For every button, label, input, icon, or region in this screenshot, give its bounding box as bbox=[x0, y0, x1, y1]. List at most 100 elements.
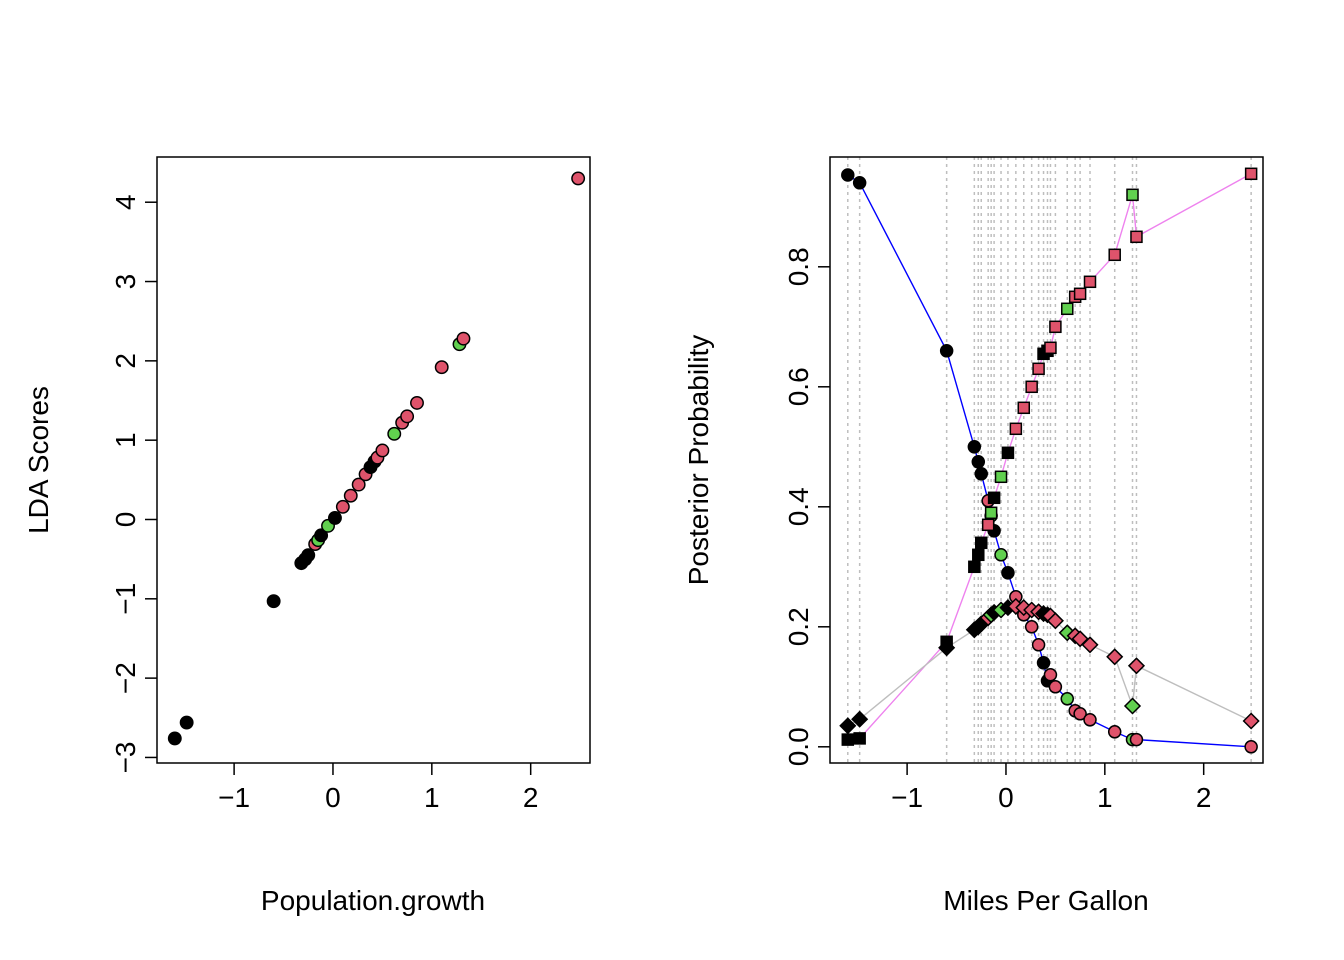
posterior-point-circle bbox=[1024, 620, 1039, 634]
posterior-point-square bbox=[1126, 188, 1139, 202]
posterior-point-square bbox=[1032, 362, 1045, 376]
lda-point bbox=[343, 488, 358, 503]
left-x-tick-label: 1 bbox=[424, 782, 440, 813]
posterior-point-circle bbox=[1129, 732, 1144, 747]
lda-point bbox=[410, 395, 424, 410]
posterior-point-diamond bbox=[1127, 657, 1146, 675]
left-x-tick-label: −1 bbox=[218, 782, 250, 813]
posterior-point-circle bbox=[1048, 680, 1063, 694]
posterior-point-square bbox=[987, 491, 1001, 505]
lda-point bbox=[456, 331, 471, 346]
posterior-point-square bbox=[1025, 380, 1038, 394]
right-x-tick-label: 1 bbox=[1097, 782, 1113, 813]
right-x-tick-label: 0 bbox=[998, 782, 1014, 813]
right-x-axis: −1 0 1 2 bbox=[891, 763, 1211, 813]
posterior-point-square bbox=[1001, 446, 1015, 460]
posterior-point-circle bbox=[1001, 566, 1015, 580]
posterior-point-square bbox=[1049, 320, 1062, 334]
lda-point bbox=[301, 548, 316, 563]
lda-point bbox=[387, 426, 402, 441]
lda-point bbox=[314, 528, 329, 543]
left-x-axis-title: Population.growth bbox=[261, 885, 485, 916]
posterior-point-circle bbox=[967, 440, 982, 454]
left-y-tick-label: −3 bbox=[110, 741, 141, 773]
posterior-point-circle bbox=[971, 455, 986, 469]
right-x-axis-title: Miles Per Gallon bbox=[943, 885, 1148, 916]
lda-points-layer bbox=[167, 171, 586, 746]
posterior-point-square bbox=[841, 733, 855, 746]
lda-point bbox=[179, 715, 194, 730]
left-x-tick-label: 2 bbox=[523, 782, 539, 813]
right-y-tick-label: 0.6 bbox=[783, 367, 814, 406]
left-y-tick-label: 4 bbox=[110, 194, 141, 210]
left-y-tick-label: 2 bbox=[110, 353, 141, 369]
lda-point bbox=[167, 731, 182, 746]
left-y-tick-label: 1 bbox=[110, 432, 141, 448]
right-y-tick-label: 0.2 bbox=[783, 607, 814, 646]
posterior-point-diamond bbox=[839, 717, 857, 735]
posterior-point-circle bbox=[1107, 725, 1122, 739]
right-x-tick-label: −1 bbox=[891, 782, 923, 813]
left-y-axis-title: LDA Scores bbox=[23, 386, 54, 534]
observation-vlines bbox=[847, 157, 1252, 763]
posterior-point-square bbox=[968, 560, 981, 574]
posterior-probability-panel: −1 0 1 2 0.0 0.2 0.4 0.6 0.8 Miles Per Gallon P… bbox=[683, 156, 1264, 916]
lda-point bbox=[351, 477, 366, 492]
right-x-tick-label: 2 bbox=[1196, 782, 1212, 813]
posterior-point-square bbox=[1009, 422, 1023, 436]
posterior-point-circle bbox=[1036, 656, 1051, 670]
posterior-point-diamond bbox=[938, 639, 956, 657]
left-y-tick-label: 0 bbox=[110, 512, 141, 528]
left-x-axis: −1 0 1 2 bbox=[218, 763, 538, 813]
right-y-tick-label: 0.8 bbox=[783, 247, 814, 286]
left-y-axis: −3 −2 −1 0 1 2 3 4 bbox=[110, 194, 157, 773]
posterior-point-diamond bbox=[1046, 612, 1064, 630]
right-y-axis: 0.0 0.2 0.4 0.6 0.8 bbox=[783, 247, 830, 766]
posterior-point-square bbox=[1073, 287, 1087, 301]
lda-point bbox=[266, 594, 281, 609]
posterior-point-circle bbox=[852, 176, 867, 190]
posterior-point-diamond bbox=[1242, 712, 1260, 730]
left-y-tick-label: −2 bbox=[110, 662, 141, 694]
posterior-point-circle bbox=[1073, 707, 1087, 721]
lda-point bbox=[400, 409, 415, 424]
posterior-point-square bbox=[1083, 275, 1097, 289]
posterior-point-circle bbox=[1060, 692, 1075, 706]
posterior-point-diamond bbox=[1081, 636, 1099, 654]
posterior-point-square bbox=[1244, 167, 1258, 181]
posterior-point-circle bbox=[939, 344, 954, 358]
posterior-point-circle bbox=[1083, 713, 1097, 727]
right-plot-frame bbox=[829, 156, 1264, 764]
posterior-point-circle bbox=[1043, 668, 1058, 682]
posterior-point-circle bbox=[1244, 740, 1258, 754]
posterior-point-diamond bbox=[851, 710, 869, 728]
posterior-point-circle bbox=[994, 548, 1008, 562]
posterior-point-square bbox=[994, 470, 1008, 484]
left-y-tick-label: 3 bbox=[110, 274, 141, 290]
left-x-tick-label: 0 bbox=[325, 782, 341, 813]
posterior-point-square bbox=[1130, 230, 1143, 244]
posterior-point-circle bbox=[974, 467, 989, 481]
lda-point bbox=[434, 360, 449, 375]
posterior-point-square bbox=[984, 506, 998, 520]
posterior-point-square bbox=[981, 518, 995, 532]
posterior-point-circle bbox=[1031, 638, 1046, 652]
left-y-tick-label: −1 bbox=[110, 583, 141, 615]
posterior-point-square bbox=[1108, 248, 1121, 262]
posterior-point-square bbox=[1017, 401, 1031, 415]
right-y-tick-label: 0.0 bbox=[783, 727, 814, 766]
posterior-point-square bbox=[1061, 302, 1074, 316]
right-y-tick-label: 0.4 bbox=[783, 487, 814, 526]
posterior-point-square bbox=[975, 536, 988, 550]
posterior-point-diamond bbox=[1106, 648, 1124, 666]
lda-point bbox=[571, 171, 586, 186]
posterior-point-square bbox=[853, 732, 866, 745]
right-y-axis-title: Posterior Probability bbox=[683, 335, 714, 586]
lda-point bbox=[327, 510, 342, 525]
left-plot-frame bbox=[156, 156, 591, 764]
posterior-point-square bbox=[972, 548, 985, 562]
posterior-point-diamond bbox=[1123, 697, 1142, 715]
lda-scores-panel: −1 0 1 2 −3 −2 −1 0 1 2 3 4 Population.growth LDA … bbox=[23, 156, 591, 916]
